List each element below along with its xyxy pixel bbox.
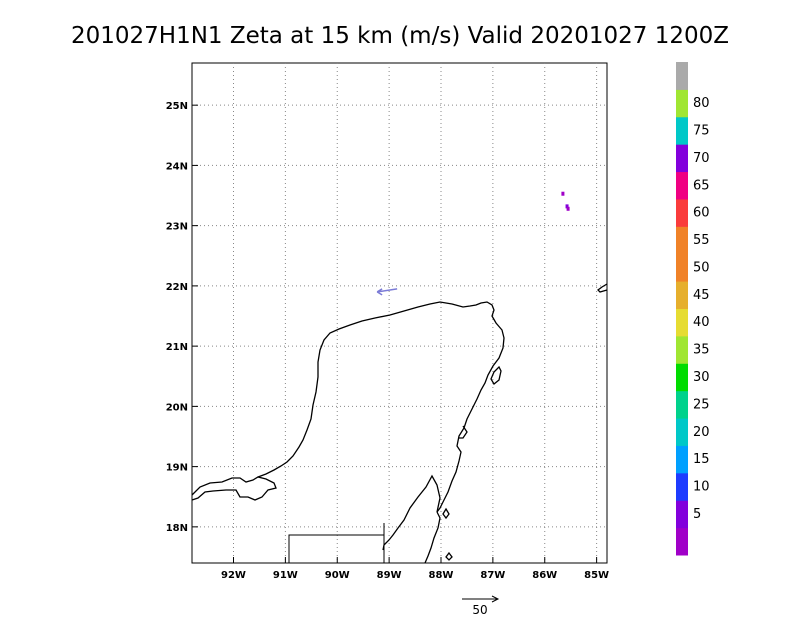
lon-tick-label: 89W — [377, 570, 402, 581]
colorbar-label: 75 — [693, 123, 710, 138]
colorbar-label: 45 — [693, 288, 710, 303]
colorbar-swatch — [676, 390, 688, 419]
lat-tick-label: 24N — [166, 161, 188, 172]
lat-tick-label: 25N — [166, 101, 188, 112]
colorbar-label: 5 — [693, 507, 701, 522]
wind-speed-patch — [561, 191, 565, 196]
colorbar-swatch — [676, 335, 688, 364]
lon-tick-label: 88W — [429, 570, 454, 581]
hook-peninsula — [458, 425, 468, 439]
colorbar-swatch — [676, 363, 688, 392]
colorbar-swatch — [676, 445, 688, 474]
plot-frame — [191, 62, 608, 564]
lon-tick-label: 90W — [325, 570, 350, 581]
colorbar-label: 20 — [693, 425, 710, 440]
vector-key: 50 — [462, 595, 500, 617]
lat-tick-label: 22N — [166, 282, 188, 293]
wind-vector — [376, 288, 398, 296]
colorbar-swatch — [676, 116, 688, 145]
colorbar-swatch — [676, 89, 688, 118]
lat-tick-label: 18N — [166, 523, 188, 534]
colorbar-label: 80 — [693, 96, 710, 111]
gridlines — [192, 63, 607, 563]
chetumal-bay-coastline — [382, 474, 441, 551]
coastline — [191, 283, 608, 564]
yucatan-coastline — [191, 476, 277, 501]
colorbar-label: 50 — [693, 260, 710, 275]
colorbar-swatch — [676, 418, 688, 446]
colorbar-swatch — [676, 527, 688, 556]
colorbar-swatch — [676, 171, 688, 200]
colorbar-swatch — [676, 500, 688, 529]
lon-tick-label: 85W — [584, 570, 609, 581]
colorbar-swatch — [676, 281, 688, 309]
cozumel-island — [490, 365, 502, 385]
vector-key-label: 50 — [472, 603, 487, 617]
longitude-axis: 92W 91W 90W 89W 88W 87W 86W 85W — [221, 557, 609, 581]
lat-tick-label: 23N — [166, 222, 188, 233]
map-title: 201027H1N1 Zeta at 15 km (m/s) Valid 202… — [71, 23, 729, 49]
colorbar-label: 60 — [693, 206, 710, 221]
colorbar-label: 70 — [693, 151, 710, 166]
lat-tick-label: 19N — [166, 463, 188, 474]
colorbar: 5 10 15 20 25 30 35 40 45 50 55 60 65 70 75 80 — [676, 62, 710, 556]
lon-tick-label: 86W — [532, 570, 557, 581]
colorbar-label: 55 — [693, 233, 710, 248]
plot-area — [191, 62, 608, 564]
colorbar-swatch — [676, 308, 688, 337]
colorbar-swatch — [676, 62, 688, 90]
lon-tick-label: 87W — [480, 570, 505, 581]
colorbar-swatch — [676, 472, 688, 501]
campeche-coastline — [257, 301, 505, 513]
colorbar-label: 10 — [693, 480, 710, 495]
colorbar-label: 40 — [693, 315, 710, 330]
colorbar-label: 25 — [693, 397, 710, 412]
colorbar-label: 35 — [693, 343, 710, 358]
lat-tick-label: 20N — [166, 402, 188, 413]
colorbar-label: 65 — [693, 178, 710, 193]
wind-speed-features — [376, 191, 570, 296]
lat-tick-label: 21N — [166, 342, 188, 353]
colorbar-swatch — [676, 226, 688, 255]
lon-tick-label: 91W — [273, 570, 298, 581]
colorbar-swatch — [676, 198, 688, 227]
small-island-2 — [445, 551, 453, 561]
political-borders — [288, 523, 385, 563]
small-island-1 — [442, 507, 450, 520]
vector-key-arrowhead — [491, 595, 500, 603]
colorbar-swatch — [676, 144, 688, 173]
colorbar-label: 30 — [693, 370, 710, 385]
colorbar-label: 15 — [693, 452, 710, 467]
lon-tick-label: 92W — [221, 570, 246, 581]
cuba-tip — [597, 283, 608, 293]
colorbar-swatch — [676, 253, 688, 282]
latitude-axis: 25N 24N 23N 22N 21N 20N 19N 18N — [166, 101, 198, 534]
wind-speed-patch — [565, 204, 569, 209]
belize-coastline — [424, 511, 441, 564]
wind-speed-patch — [566, 206, 570, 211]
